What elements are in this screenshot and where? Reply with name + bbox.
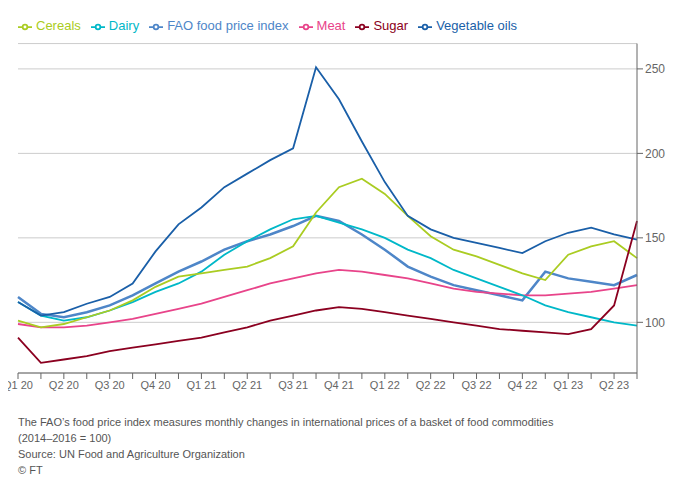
- svg-text:250: 250: [645, 62, 665, 76]
- html-text:Sugar: Sugar: [373, 18, 409, 33]
- html-text:© FT: © FT: [18, 464, 43, 476]
- svg-text:Q1 22: Q1 22: [370, 379, 400, 391]
- svg-text:Q2 20: Q2 20: [49, 379, 79, 391]
- svg-text:Q4 22: Q4 22: [507, 379, 537, 391]
- svg-text:Q1 23: Q1 23: [553, 379, 583, 391]
- svg-text:Q3 21: Q3 21: [278, 379, 308, 391]
- svg-text:Q4 21: Q4 21: [324, 379, 354, 391]
- svg-text:Q2 22: Q2 22: [416, 379, 446, 391]
- svg-text:150: 150: [645, 231, 665, 245]
- html-text:FAO food price index: FAO food price index: [167, 18, 289, 33]
- html-text:The FAO’s food price index mea: The FAO’s food price index measures mont…: [18, 416, 554, 428]
- svg-text:Q1 21: Q1 21: [186, 379, 216, 391]
- svg-text:Q1 20: Q1 20: [8, 379, 33, 391]
- html-text:Vegetable oils: Vegetable oils: [436, 18, 518, 33]
- svg-text:Q2 21: Q2 21: [232, 379, 262, 391]
- svg-text:Q3 20: Q3 20: [95, 379, 125, 391]
- html-text:(2014–2016 = 100): (2014–2016 = 100): [18, 432, 112, 444]
- html-text:Source: UN Food and Agricultur: Source: UN Food and Agriculture Organiza…: [18, 448, 245, 460]
- svg-text:Q4 20: Q4 20: [141, 379, 171, 391]
- html-text:Meat: Meat: [316, 18, 346, 33]
- svg-text:100: 100: [645, 316, 665, 330]
- html-text:Dairy: Dairy: [108, 18, 140, 33]
- svg-text:200: 200: [645, 147, 665, 161]
- svg-text:Q3 22: Q3 22: [462, 379, 492, 391]
- svg-text:Q2 23: Q2 23: [599, 379, 629, 391]
- html-text:Cereals: Cereals: [36, 18, 81, 33]
